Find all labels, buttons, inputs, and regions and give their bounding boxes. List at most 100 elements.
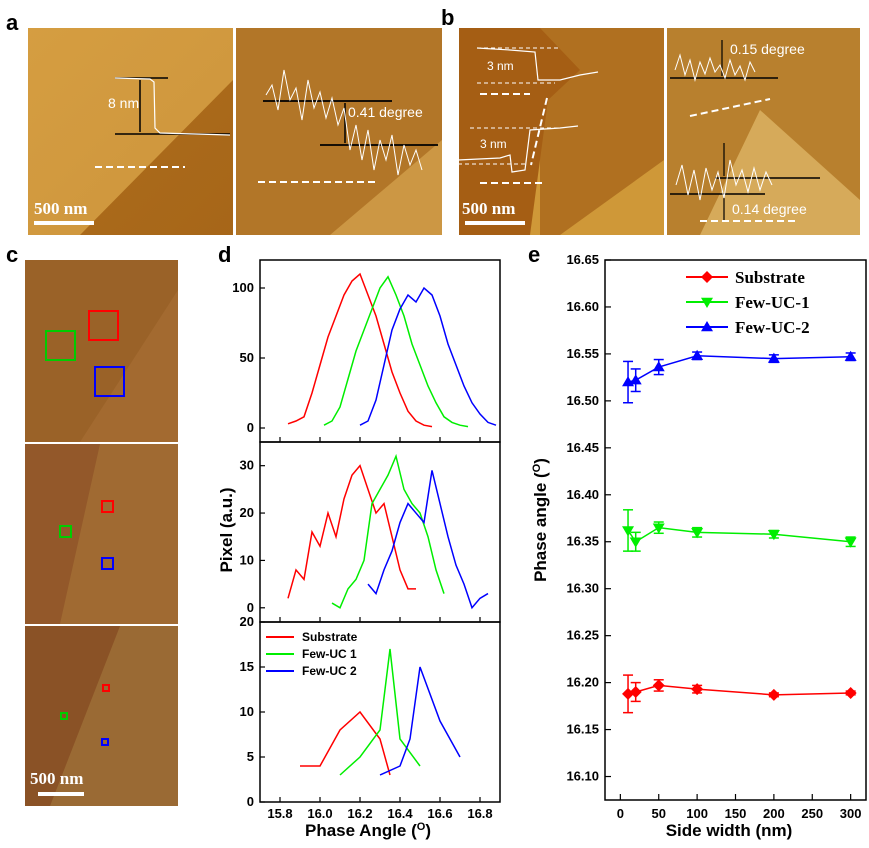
few-uc-2-region-box-small	[101, 738, 109, 746]
panel-d-xtick-label: 16.8	[467, 806, 492, 821]
panel-e-ytick-label: 16.35	[566, 534, 599, 549]
panel-e-ytick-label: 16.60	[566, 299, 599, 314]
panel-d-series-0-2	[359, 286, 497, 426]
panel-e-ytick-label: 16.65	[566, 252, 599, 267]
panel-d-ytick-label: 20	[240, 505, 254, 520]
panel-e-legend-marker-0	[701, 271, 713, 283]
scale-bar-label-b: 500 nm	[462, 199, 515, 218]
phase-diff-label-a: 0.41 degree	[348, 104, 423, 120]
panel-e-point-1-1	[629, 537, 642, 548]
panel-d-series-1-1	[331, 453, 445, 609]
step-height-label-a: 8 nm	[108, 95, 139, 111]
panel-d-ytick-label: 100	[232, 280, 254, 295]
substrate-region-box-medium	[101, 500, 114, 513]
panel-d-series-1-2	[367, 470, 489, 610]
panel-e-ytick-label: 16.55	[566, 346, 599, 361]
panel-d-ytick-label: 0	[247, 420, 254, 435]
panel-e-ytick-label: 16.45	[566, 440, 599, 455]
panel-e-legend-label-0: Substrate	[735, 268, 805, 287]
panel-label-b: b	[441, 5, 454, 30]
panel-e-point-2-5	[844, 350, 857, 361]
panel-a-annotations: 8 nm 0.41 degree 500 nm	[34, 69, 438, 225]
panel-e-frame	[604, 259, 867, 801]
panel-e-point-2-4	[767, 352, 780, 363]
few-uc-2-region-box-medium	[101, 557, 114, 570]
panel-e-point-0-3	[691, 683, 704, 696]
panel-d-ytick-label: 5	[247, 749, 254, 764]
panel-e-ytick-label: 16.40	[566, 487, 599, 502]
panel-b-phase-image	[667, 28, 860, 235]
panel-e-xtick-label: 300	[840, 806, 862, 821]
panel-e-ytick-label: 16.25	[566, 628, 599, 643]
scale-bar-label-c: 500 nm	[30, 769, 83, 788]
panel-d-xtick-label: 16.4	[387, 806, 413, 821]
panel-b-annotations: 3 nm 3 nm 0.15 degree 0.14 degree 500 nm	[457, 40, 820, 225]
panel-e-legend-marker-2	[701, 321, 713, 332]
panel-e-point-1-5	[844, 537, 857, 548]
scale-bar-label-a: 500 nm	[34, 199, 87, 218]
panel-d-series-2-1	[339, 648, 421, 776]
panel-e-xtick-label: 100	[686, 806, 708, 821]
panel-d-frame-1	[259, 441, 501, 623]
panel-e-point-0-2	[652, 679, 665, 692]
panel-e-chart: 16.10 16.15 16.20 16.25 16.30 16.35 16.40 16.45…	[566, 252, 867, 821]
panel-d-legend-label-1: Few-UC 1	[302, 647, 357, 661]
step-label-b-bottom: 3 nm	[480, 137, 507, 151]
panel-d-legend-label-0: Substrate	[302, 630, 358, 644]
panel-c-images	[25, 260, 178, 806]
panel-label-a: a	[6, 10, 19, 35]
panel-d-series-2-0	[300, 710, 391, 776]
panel-e-point-1-2	[652, 523, 665, 534]
panel-e-ytick-label: 16.15	[566, 722, 599, 737]
panel-b-topography-image	[459, 28, 664, 235]
few-uc-1-region-box-medium	[59, 525, 72, 538]
panel-e-legend-label-1: Few-UC-1	[735, 293, 810, 312]
few-uc-1-region-box-large	[45, 330, 76, 361]
panel-d-ytick-label: 15	[240, 659, 254, 674]
panel-d-legend-label-2: Few-UC 2	[302, 664, 357, 678]
few-uc-1-region-box-small	[60, 712, 68, 720]
panel-a-topography-image	[28, 28, 233, 235]
panel-e-xtick-label: 50	[652, 806, 666, 821]
panel-e-legend-label-2: Few-UC-2	[735, 318, 810, 337]
panel-e-point-0-5	[844, 686, 857, 699]
panel-d-xlabel: Phase Angle (O)	[305, 821, 431, 840]
panel-e-xtick-label: 250	[801, 806, 823, 821]
panel-e-point-2-3	[691, 349, 704, 360]
panel-e-point-1-3	[691, 528, 704, 539]
panel-e-point-1-4	[767, 530, 780, 541]
panel-d-ytick-label: 10	[240, 552, 254, 567]
panel-e-xtick-label: 150	[725, 806, 747, 821]
panel-d-ytick-label: 20	[240, 614, 254, 629]
panel-d-series-2-2	[379, 666, 461, 776]
few-uc-2-region-box-large	[94, 366, 125, 397]
panel-label-d: d	[218, 242, 231, 267]
panel-d-ytick-label: 0	[247, 794, 254, 809]
panel-e-ytick-label: 16.30	[566, 581, 599, 596]
substrate-region-box-small	[102, 684, 110, 692]
panel-d-series-0-0	[287, 272, 433, 428]
panel-e-point-2-2	[652, 361, 665, 372]
panel-d-xtick-label: 16.2	[347, 806, 372, 821]
panel-e-point-0-4	[767, 688, 780, 701]
panel-d-histograms: 0 50 100 0 10 20 30 0 5 10 15 20 15.8 16.0 16.2 16.4 16.…	[232, 259, 501, 821]
panel-e-legend-marker-1	[701, 297, 713, 308]
panel-e-xtick-label: 0	[617, 806, 624, 821]
panel-label-e: e	[528, 242, 540, 267]
panel-e-ytick-label: 16.20	[566, 675, 599, 690]
panel-e-xtick-label: 200	[763, 806, 785, 821]
panel-d-ytick-label: 30	[240, 458, 254, 473]
step-label-b-top: 3 nm	[487, 59, 514, 73]
panel-e-xlabel: Side width (nm)	[666, 821, 793, 840]
panel-e-point-2-1	[629, 374, 642, 385]
panel-c-region-boxes	[45, 310, 125, 746]
panel-e-ytick-label: 16.50	[566, 393, 599, 408]
panel-e-ylabel: Phase angle (O)	[531, 458, 550, 582]
phase-label-b-top: 0.15 degree	[730, 41, 805, 57]
panel-d-xtick-label: 15.8	[267, 806, 292, 821]
panel-a-phase-image	[236, 28, 442, 235]
substrate-region-box-large	[88, 310, 119, 341]
panel-d-ytick-label: 0	[247, 600, 254, 615]
panel-d-series-1-0	[287, 464, 416, 599]
